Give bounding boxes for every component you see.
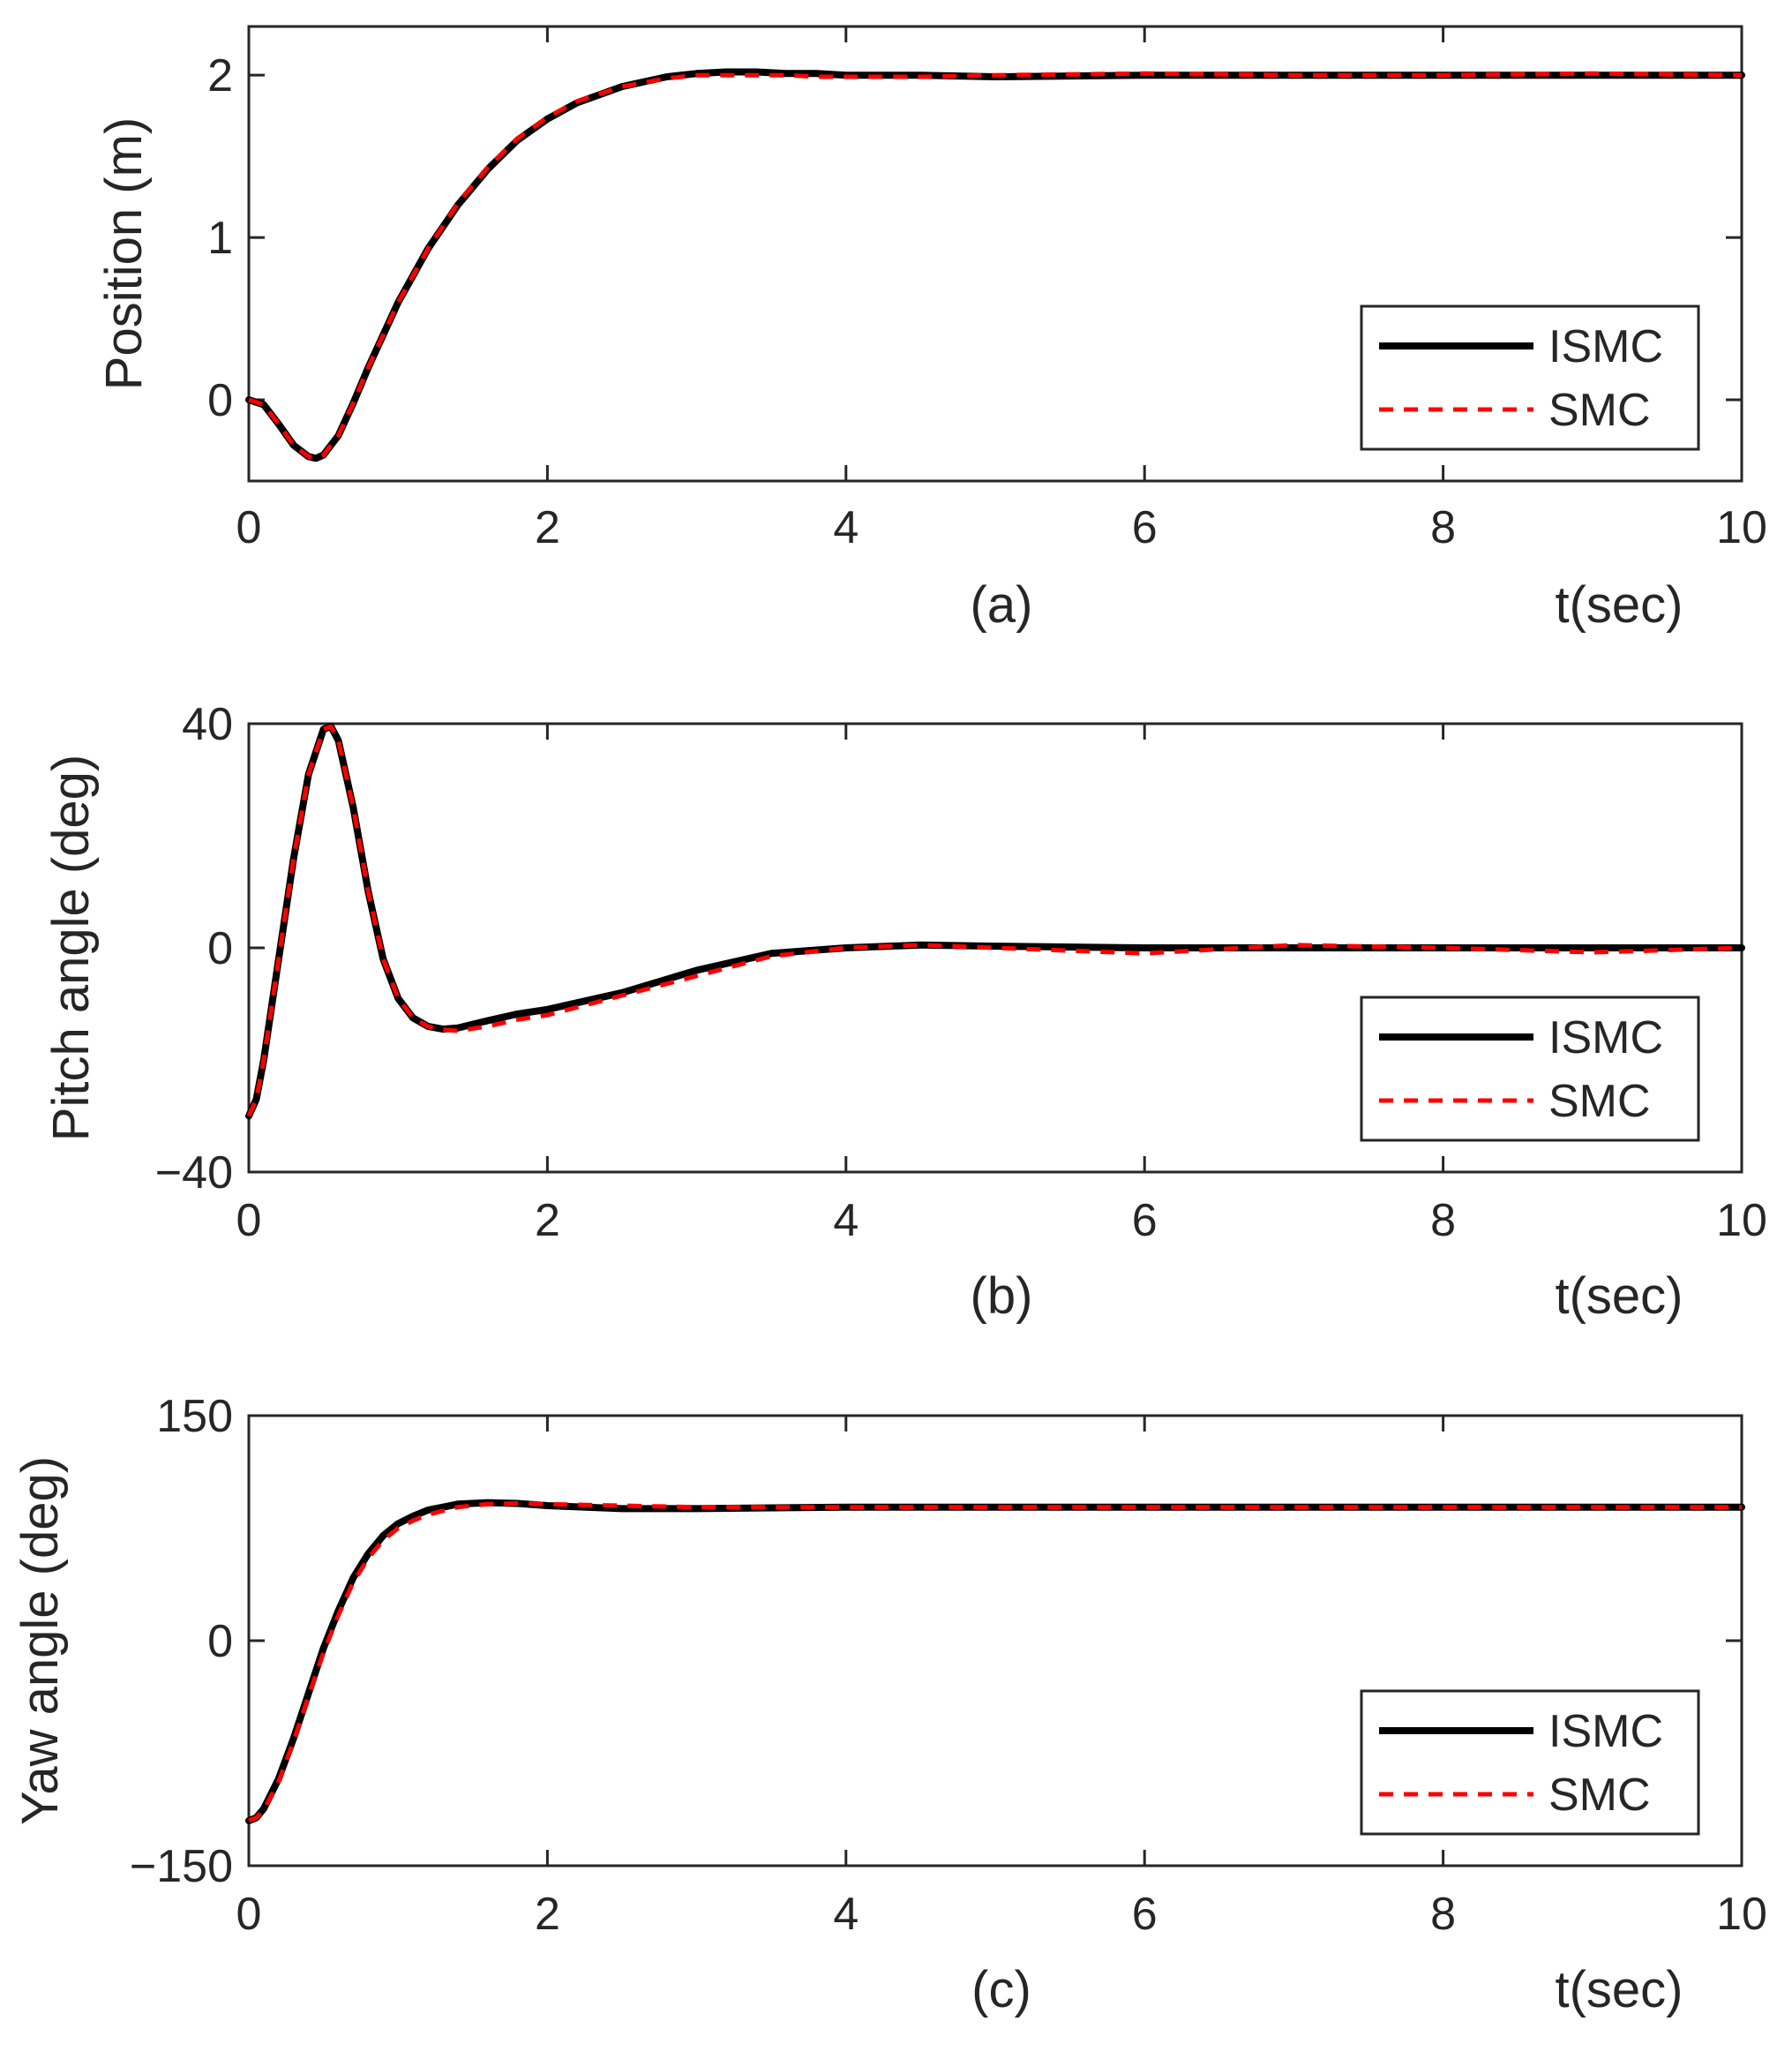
axes-frame	[247, 25, 1743, 483]
y-tick-label: 40	[182, 699, 233, 750]
panel-tag: (c)	[971, 1961, 1031, 2018]
series-line-smc	[246, 724, 1743, 1117]
series-line-ismc	[245, 1499, 1745, 1824]
x-tick-label: 2	[535, 1889, 560, 1940]
x-tick-label: 4	[833, 502, 859, 553]
x-tick-label: 6	[1132, 1195, 1158, 1246]
x-tick-label: 6	[1132, 502, 1158, 553]
x-axis-title: t(sec)	[1556, 1267, 1683, 1325]
x-tick-label: 8	[1430, 502, 1456, 553]
series-line-smc	[248, 1501, 1742, 1823]
x-tick-label: 8	[1430, 1195, 1456, 1246]
y-axis-title: Yaw angle (deg)	[11, 1456, 69, 1825]
panel-1: 0 2 4 6 8 10 0 1 2 Position (m) (a) t(sec) ISMC SMC	[95, 25, 1767, 634]
legend-label-smc: SMC	[1548, 1770, 1651, 1821]
legend-box	[1360, 304, 1700, 451]
legend-label-smc: SMC	[1548, 1076, 1651, 1127]
legend: ISMC SMC	[1360, 996, 1700, 1142]
x-tick-label: 0	[236, 502, 262, 553]
panel-tag: (a)	[971, 576, 1033, 634]
legend: ISMC SMC	[1360, 1689, 1700, 1836]
legend-label-ismc: ISMC	[1548, 1706, 1663, 1757]
y-tick-label: 150	[156, 1391, 233, 1442]
y-axis-title: Pitch angle (deg)	[42, 755, 100, 1141]
y-tick-label: 0	[207, 923, 233, 974]
x-tick-label: 4	[833, 1195, 859, 1246]
legend-label-smc: SMC	[1548, 385, 1651, 436]
panel-tag: (b)	[971, 1267, 1033, 1325]
x-tick-label: 2	[535, 502, 560, 553]
y-tick-label: 1	[207, 213, 233, 264]
x-tick-label: 6	[1132, 1889, 1158, 1940]
x-axis-title: t(sec)	[1556, 1961, 1683, 2018]
x-tick-label: 10	[1716, 1889, 1767, 1940]
x-tick-label: 0	[236, 1195, 262, 1246]
legend-box	[1360, 996, 1700, 1142]
x-tick-label: 4	[833, 1889, 859, 1940]
series-line-smc	[248, 71, 1743, 461]
x-tick-label: 0	[236, 1889, 262, 1940]
y-tick-label: −150	[130, 1841, 233, 1892]
y-tick-label: −40	[155, 1147, 233, 1199]
x-tick-label: 10	[1716, 502, 1767, 553]
x-tick-label: 8	[1430, 1889, 1456, 1940]
legend-label-ismc: ISMC	[1548, 321, 1663, 372]
y-axis-title: Position (m)	[95, 117, 153, 390]
legend-box	[1360, 1689, 1700, 1836]
y-tick-label: 2	[207, 50, 233, 101]
y-tick-label: 0	[207, 1616, 233, 1667]
legend-label-ismc: ISMC	[1548, 1012, 1663, 1063]
x-tick-label: 10	[1716, 1195, 1767, 1246]
x-tick-label: 2	[535, 1195, 560, 1246]
x-axis-title: t(sec)	[1556, 576, 1683, 634]
y-tick-label: 0	[207, 375, 233, 426]
legend: ISMC SMC	[1360, 304, 1700, 451]
